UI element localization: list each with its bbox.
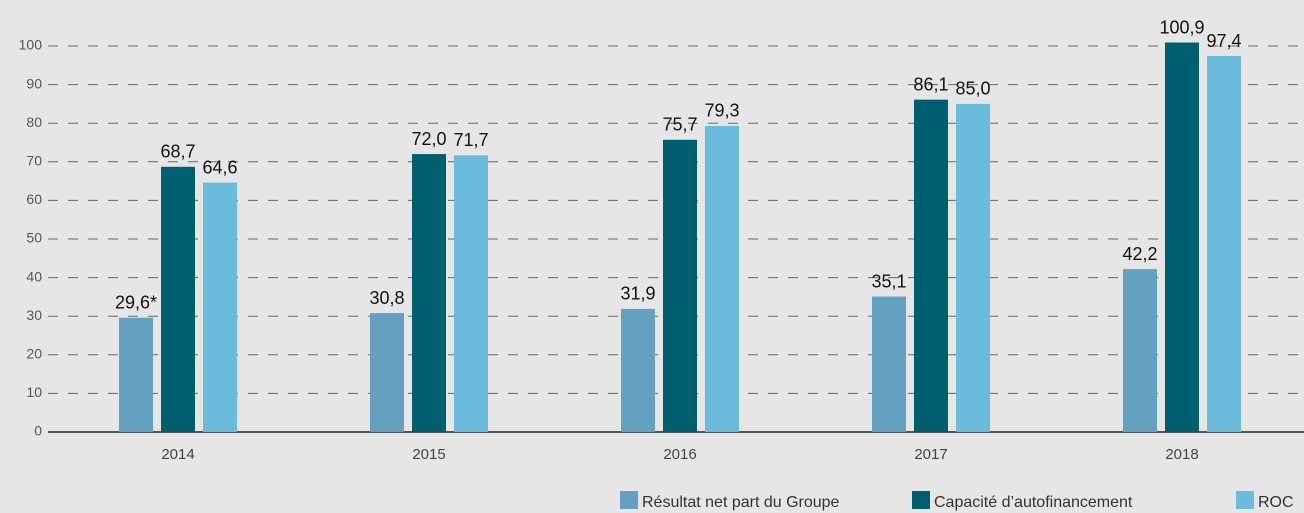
- value-label: 30,8: [369, 288, 404, 308]
- x-tick-label: 2014: [161, 446, 194, 463]
- value-label: 29,6*: [115, 292, 157, 312]
- bar: [412, 154, 446, 432]
- y-tick-label: 60: [26, 191, 42, 207]
- x-tick-label: 2016: [663, 446, 696, 463]
- value-label: 31,9: [620, 284, 655, 304]
- value-label: 71,7: [453, 130, 488, 150]
- legend-label: ROC: [1258, 494, 1294, 511]
- bar: [370, 313, 404, 432]
- bar: [1207, 56, 1241, 432]
- value-label: 72,0: [411, 129, 446, 149]
- bar: [956, 103, 990, 433]
- value-label: 97,4: [1206, 31, 1241, 51]
- bar: [119, 317, 153, 432]
- value-label: 100,9: [1159, 17, 1204, 37]
- x-tick-label: 2018: [1165, 446, 1198, 463]
- y-tick-label: 0: [34, 423, 42, 439]
- x-tick-label: 2017: [914, 446, 947, 463]
- y-tick-label: 10: [26, 384, 42, 400]
- y-tick-label: 20: [26, 346, 42, 362]
- y-tick-label: 80: [26, 114, 42, 130]
- y-tick-label: 30: [26, 307, 42, 323]
- legend-swatch: [912, 491, 930, 509]
- legend-swatch: [1236, 491, 1254, 509]
- legend-label: Résultat net part du Groupe: [642, 494, 840, 511]
- value-label: 42,2: [1122, 244, 1157, 264]
- bar: [1123, 269, 1157, 432]
- bar: [621, 308, 655, 432]
- value-label: 79,3: [704, 101, 739, 121]
- bar: [914, 99, 948, 433]
- bar: [161, 166, 195, 432]
- bar: [1165, 42, 1199, 432]
- value-label: 75,7: [662, 115, 697, 135]
- bar: [454, 155, 488, 432]
- value-label: 85,0: [955, 79, 990, 99]
- bar: [705, 125, 739, 432]
- y-tick-label: 100: [19, 37, 43, 53]
- x-tick-label: 2015: [412, 446, 445, 463]
- bar: [203, 182, 237, 432]
- bar: [663, 139, 697, 432]
- bar: [872, 296, 906, 432]
- y-tick-label: 90: [26, 75, 42, 91]
- value-label: 68,7: [160, 142, 195, 162]
- legend-swatch: [620, 491, 638, 509]
- y-tick-label: 70: [26, 153, 42, 169]
- legend-label: Capacité d’autofinancement: [934, 494, 1133, 511]
- y-tick-label: 50: [26, 230, 42, 246]
- value-label: 86,1: [913, 74, 948, 94]
- value-label: 64,6: [202, 157, 237, 177]
- y-tick-label: 40: [26, 268, 42, 284]
- value-label: 35,1: [871, 271, 906, 291]
